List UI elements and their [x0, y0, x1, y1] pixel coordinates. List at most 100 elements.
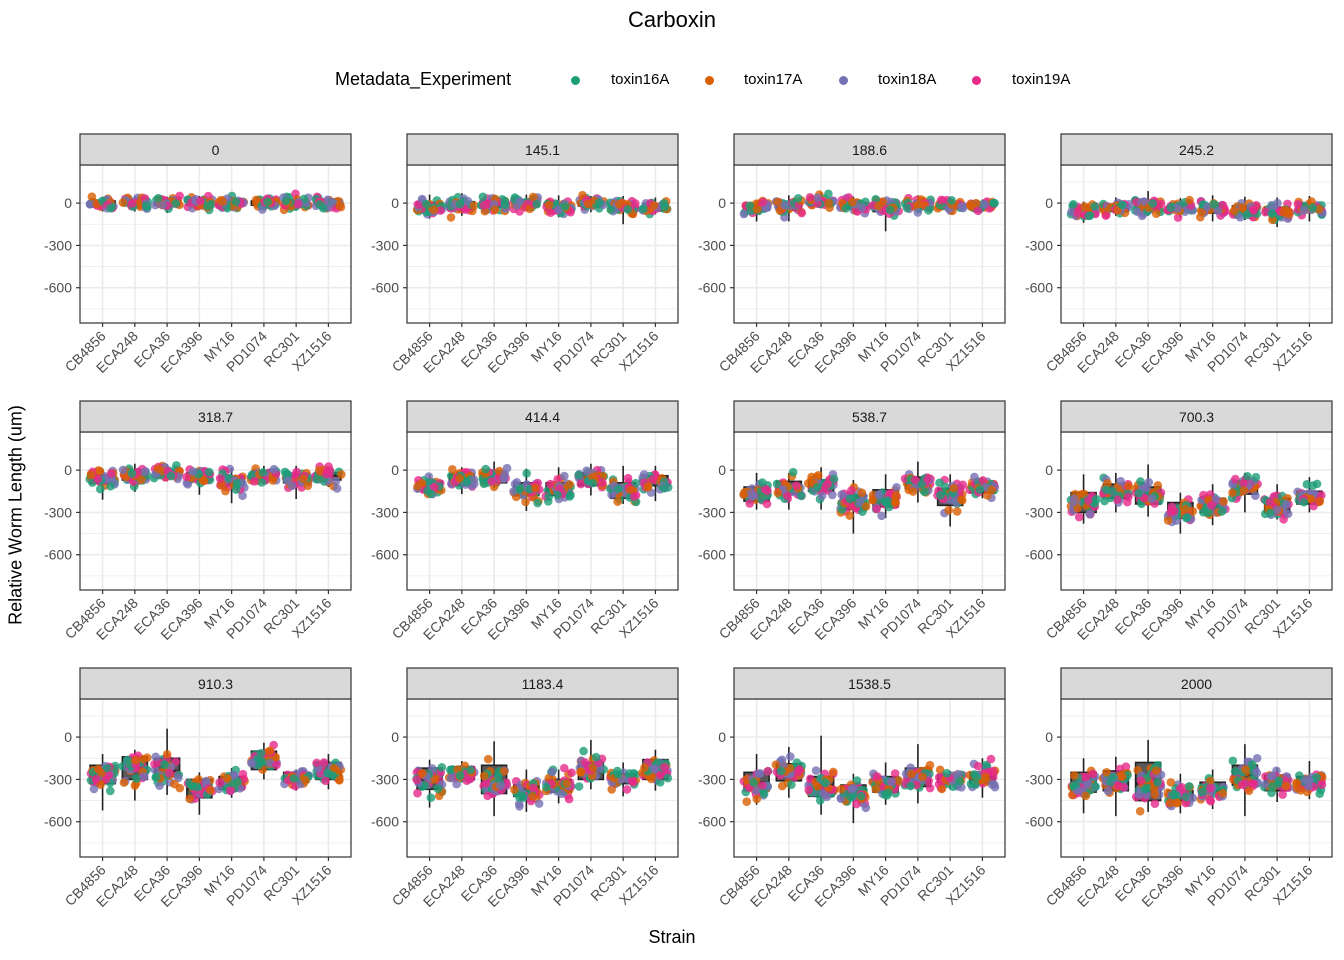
data-point: [847, 784, 857, 794]
data-point: [773, 197, 782, 207]
data-point: [758, 478, 767, 487]
data-point: [162, 749, 172, 759]
data-point: [957, 495, 966, 504]
data-point: [289, 774, 299, 783]
data-point: [1206, 783, 1215, 793]
data-point: [1265, 508, 1275, 518]
data-point: [763, 766, 773, 776]
data-point: [626, 485, 635, 495]
data-point: [1108, 772, 1118, 782]
data-point: [1261, 207, 1270, 217]
y-tick-label: 0: [64, 195, 72, 211]
data-point: [1181, 504, 1190, 514]
data-point: [560, 202, 570, 211]
data-point: [463, 196, 473, 206]
data-point: [1150, 799, 1160, 809]
data-point: [141, 201, 151, 211]
data-point: [1171, 790, 1180, 799]
data-point: [892, 482, 901, 492]
data-point: [283, 476, 292, 486]
data-point: [460, 205, 470, 214]
data-point: [496, 781, 505, 791]
data-point: [413, 482, 422, 491]
data-point: [1074, 512, 1084, 522]
data-point: [132, 774, 141, 783]
data-point: [479, 771, 489, 781]
data-point: [312, 758, 321, 768]
data-point: [824, 198, 834, 208]
data-point: [1304, 782, 1313, 791]
data-point: [975, 485, 985, 494]
data-point: [861, 803, 871, 813]
data-point: [1166, 778, 1176, 787]
data-point: [86, 470, 96, 480]
data-point: [643, 482, 653, 491]
data-point: [1278, 790, 1287, 799]
data-point: [1077, 490, 1086, 499]
data-point: [232, 479, 242, 489]
data-point: [1293, 200, 1303, 209]
data-point: [257, 757, 267, 766]
data-point: [106, 481, 115, 491]
data-point: [102, 763, 112, 773]
data-point: [89, 784, 99, 794]
data-point: [660, 763, 669, 772]
data-point: [978, 476, 988, 485]
y-tick-label: -600: [371, 814, 399, 830]
facet-strip-label: 700.3: [1179, 409, 1214, 425]
y-tick-label: 0: [1045, 729, 1053, 745]
data-point: [792, 481, 801, 490]
facet-panel-1538.5: 1538.50-300-600CB4856ECA248ECA36ECA396MY…: [698, 667, 1006, 910]
data-point: [629, 492, 639, 501]
facet-strip-label: 414.4: [525, 409, 560, 425]
data-point: [293, 199, 303, 209]
data-point: [1294, 771, 1304, 780]
data-point: [874, 201, 883, 211]
data-point: [857, 488, 867, 497]
legend-swatch-1: [705, 76, 714, 85]
data-point: [1114, 781, 1123, 790]
facet-strip: [406, 400, 679, 433]
data-point: [553, 475, 562, 484]
data-point: [462, 477, 472, 487]
data-point: [817, 491, 827, 501]
data-point: [623, 205, 632, 214]
data-point: [557, 789, 566, 798]
data-point: [185, 794, 194, 804]
data-point: [936, 195, 946, 205]
data-point: [594, 198, 604, 207]
data-point: [1205, 795, 1215, 805]
data-point: [829, 474, 839, 484]
data-point: [872, 772, 882, 781]
data-point: [328, 771, 337, 780]
panel-background: [407, 432, 678, 590]
data-point: [957, 201, 966, 211]
data-point: [908, 487, 918, 496]
y-tick-label: -600: [371, 280, 399, 296]
facet-strip: [79, 133, 352, 166]
data-point: [848, 197, 857, 207]
data-point: [1274, 776, 1284, 786]
data-point: [448, 464, 457, 474]
data-point: [322, 470, 331, 479]
data-point: [906, 781, 915, 791]
x-axis-label: Strain: [648, 927, 696, 947]
data-point: [269, 464, 279, 474]
data-point: [196, 196, 205, 206]
data-point: [315, 200, 324, 209]
data-point: [1308, 481, 1318, 490]
data-point: [973, 206, 983, 216]
data-point: [562, 779, 572, 788]
data-point: [158, 200, 167, 210]
data-point: [885, 205, 895, 215]
data-point: [598, 478, 607, 487]
data-point: [937, 784, 947, 794]
data-point: [455, 474, 465, 483]
data-point: [918, 772, 927, 782]
data-point: [1197, 787, 1207, 797]
legend-swatch-2: [839, 76, 848, 85]
y-tick-label: 0: [1045, 195, 1053, 211]
data-point: [788, 467, 798, 477]
data-point: [1151, 766, 1161, 776]
